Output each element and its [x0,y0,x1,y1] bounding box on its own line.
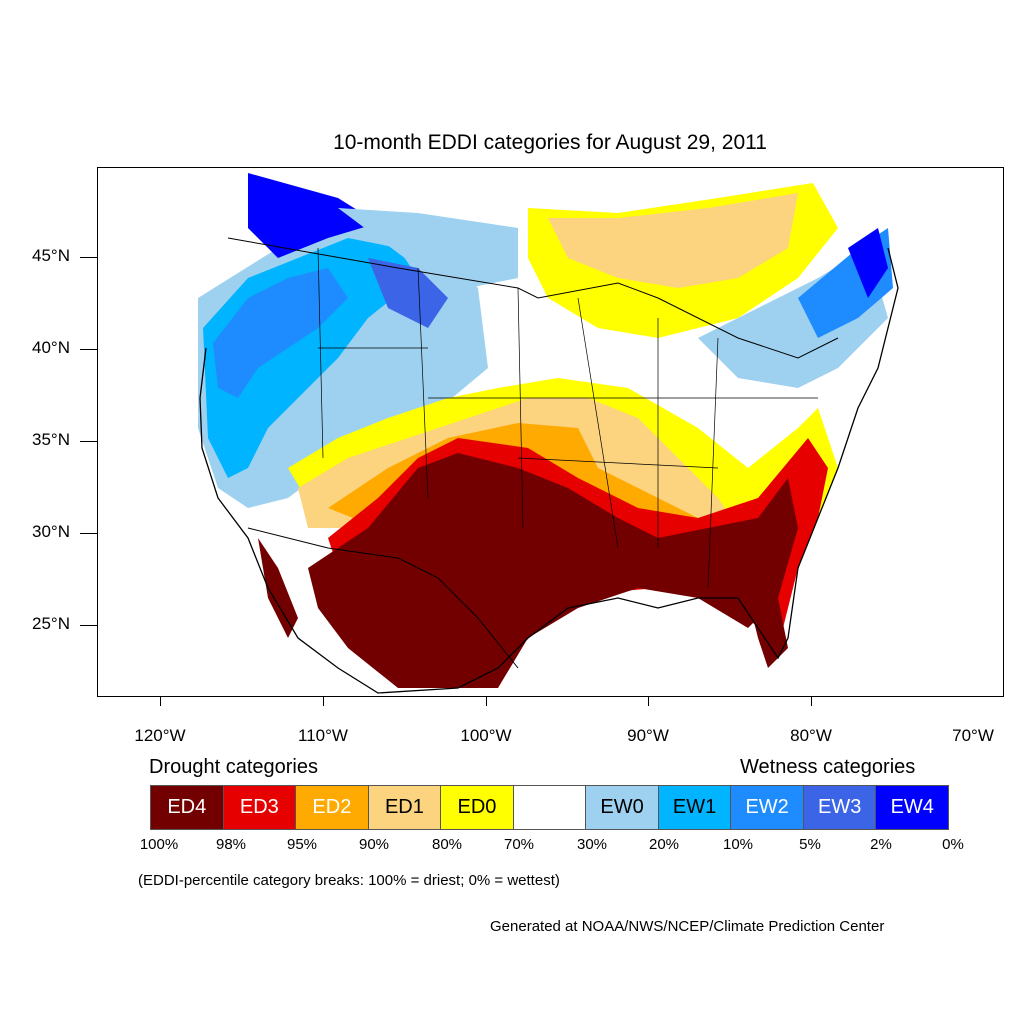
eddi-map [97,167,1004,697]
us-canada-border [227,237,839,359]
y-tick-label: 45°N [32,246,70,265]
legend-cat-ew2: EW2 [731,786,804,829]
y-tickmark [80,257,97,258]
region-ew2-west [213,268,348,398]
map-title: 10-month EDDI categories for August 29, … [333,131,767,154]
x-tick-label: 120°W [134,726,186,745]
credit-line: Generated at NOAA/NWS/NCEP/Climate Predi… [490,918,885,935]
y-tick-label: 35°N [32,430,70,449]
y-tick-label: 25°N [32,614,70,633]
x-tickmark [486,697,487,706]
legend-cat-ew0: EW0 [586,786,659,829]
x-tickmark [648,697,649,706]
break-label: 70% [503,836,535,853]
break-label: 10% [722,836,754,853]
x-tick-label: 90°W [627,726,669,745]
legend-cat-ew3: EW3 [803,786,877,829]
wetness-heading: Wetness categories [740,756,916,778]
break-label: 5% [799,836,821,853]
state-borders [317,247,818,589]
region-ew3-nw [368,258,448,328]
break-label: 95% [286,836,318,853]
break-label: 100% [139,836,179,853]
y-tickmark [80,441,97,442]
x-tickmark [323,697,324,706]
region-ew0-north [338,208,518,288]
break-label: 80% [431,836,463,853]
break-label: 0% [942,836,964,853]
x-tick-label: 70°W [952,726,994,745]
y-tickmark [80,533,97,534]
coastline-outline [199,247,899,694]
map-canvas [198,173,899,694]
drought-heading: Drought categories [149,756,318,778]
region-ed1-north [548,193,798,288]
legend-cat-ed4: ED4 [151,786,224,829]
break-label: 90% [358,836,390,853]
break-label: 20% [648,836,680,853]
legend-cat-ed0: ED0 [441,786,514,829]
y-tick-label: 40°N [32,338,70,357]
legend-cat-ed2: ED2 [296,786,369,829]
region-ed4-baja [258,538,298,638]
region-ew4-ne [848,228,888,298]
y-tickmark [80,625,97,626]
us-mexico-border [247,527,519,669]
x-tick-label: 110°W [298,726,348,745]
region-ed4-south [308,453,798,688]
break-label: 98% [215,836,247,853]
region-ew4-nw [248,173,378,258]
y-tick-label: 30°N [32,522,70,541]
y-tickmark [80,349,97,350]
x-tickmark [811,697,812,706]
x-tickmark [160,697,161,706]
category-note: (EDDI-percentile category breaks: 100% =… [138,872,560,889]
x-tick-label: 100°W [460,726,512,745]
break-label: 2% [870,836,892,853]
break-label: 30% [576,836,608,853]
legend-cat-ew1: EW1 [658,786,732,829]
legend-cat-ed1: ED1 [368,786,442,829]
legend-cat-neutral [513,786,587,829]
legend-cat-ed3: ED3 [223,786,297,829]
x-tick-label: 80°W [790,726,832,745]
category-colorbar: ED4 ED3 ED2 ED1 ED0 EW0 EW1 EW2 EW3 EW4 [150,785,949,830]
region-ed4-florida [748,598,788,668]
legend-cat-ew4: EW4 [876,786,949,829]
